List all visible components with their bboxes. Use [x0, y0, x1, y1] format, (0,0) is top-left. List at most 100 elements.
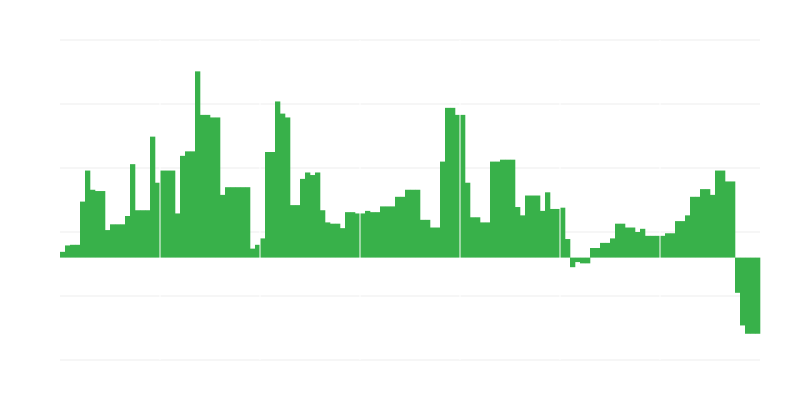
- bar-129: [705, 189, 711, 258]
- bar-67: [395, 196, 401, 258]
- bar-119: [655, 235, 661, 258]
- bar-66: [390, 206, 396, 258]
- bar-112: [620, 223, 626, 258]
- bar-120: [660, 235, 666, 258]
- bar-85: [485, 222, 491, 258]
- bar-80: [460, 114, 466, 258]
- bar-76: [440, 161, 446, 258]
- bar-13: [125, 216, 131, 258]
- bar-82: [470, 217, 476, 258]
- bar-59: [355, 213, 361, 258]
- bar-10: [110, 224, 116, 258]
- bar-128: [700, 189, 706, 258]
- separators: [159, 40, 661, 360]
- bar-81: [465, 182, 471, 258]
- bar-127: [695, 196, 701, 258]
- bar-34: [230, 187, 236, 258]
- bar-31: [215, 117, 221, 258]
- bar-114: [630, 227, 636, 258]
- bar-139: [755, 257, 761, 334]
- bar-136: [740, 257, 746, 326]
- bar-73: [425, 219, 431, 258]
- bar-88: [500, 159, 506, 258]
- bar-78: [450, 107, 456, 258]
- bar-37: [245, 187, 251, 258]
- bar-38: [250, 248, 256, 258]
- bar-94: [530, 195, 536, 258]
- bar-52: [320, 210, 326, 258]
- bar-43: [275, 101, 281, 258]
- bar-3: [75, 244, 81, 258]
- bar-35: [235, 187, 241, 258]
- bar-93: [525, 195, 531, 258]
- bar-134: [730, 181, 736, 258]
- bar-126: [690, 196, 696, 258]
- bar-105: [585, 257, 591, 264]
- bar-64: [380, 206, 386, 258]
- bar-121: [665, 233, 671, 258]
- bar-132: [720, 170, 726, 258]
- bar-8: [100, 191, 106, 258]
- bar-61: [365, 210, 371, 258]
- bar-103: [575, 257, 581, 263]
- bar-130: [710, 194, 716, 258]
- bar-45: [285, 117, 291, 258]
- bar-68: [400, 196, 406, 258]
- bar-33: [225, 187, 231, 258]
- bar-42: [270, 152, 276, 258]
- bar-123: [675, 221, 681, 258]
- bar-9: [105, 230, 111, 258]
- bar-84: [480, 222, 486, 258]
- bar-79: [455, 114, 461, 258]
- bar-28: [200, 114, 206, 258]
- bar-72: [420, 219, 426, 258]
- bar-89: [505, 159, 511, 258]
- bar-95: [535, 195, 541, 258]
- bar-58: [350, 212, 356, 258]
- bar-41: [265, 152, 271, 258]
- bar-65: [385, 206, 391, 258]
- bar-137: [745, 257, 751, 334]
- bar-104: [580, 257, 586, 264]
- bar-133: [725, 181, 731, 258]
- bar-100: [560, 207, 566, 258]
- bar-32: [220, 194, 226, 258]
- bar-77: [445, 107, 451, 258]
- bar-109: [605, 242, 611, 258]
- bar-116: [640, 228, 646, 258]
- bar-71: [415, 189, 421, 258]
- bar-47: [295, 205, 301, 258]
- bar-86: [490, 161, 496, 258]
- bar-4: [80, 201, 86, 258]
- bar-122: [670, 233, 676, 258]
- bars: [60, 71, 761, 334]
- bar-135: [735, 257, 741, 293]
- bar-0: [60, 251, 66, 258]
- bar-113: [625, 227, 631, 258]
- bar-125: [685, 215, 691, 258]
- bar-97: [545, 192, 551, 258]
- bar-90: [510, 159, 516, 258]
- bar-60: [360, 213, 366, 258]
- bar-25: [185, 151, 191, 258]
- bar-108: [600, 242, 606, 258]
- bar-19: [155, 182, 161, 258]
- bar-20: [160, 170, 166, 258]
- bar-118: [650, 235, 656, 258]
- bar-39: [255, 244, 261, 258]
- bar-26: [190, 151, 196, 258]
- bar-7: [95, 191, 101, 258]
- bar-27: [195, 71, 201, 258]
- bar-18: [150, 136, 156, 258]
- bar-30: [210, 117, 216, 258]
- bar-99: [555, 208, 561, 258]
- bar-14: [130, 164, 136, 258]
- bar-49: [305, 172, 311, 258]
- bar-11: [115, 224, 121, 258]
- bar-69: [405, 189, 411, 258]
- bar-23: [175, 213, 181, 258]
- bar-53: [325, 222, 331, 258]
- bar-56: [340, 228, 346, 258]
- bar-17: [145, 210, 151, 258]
